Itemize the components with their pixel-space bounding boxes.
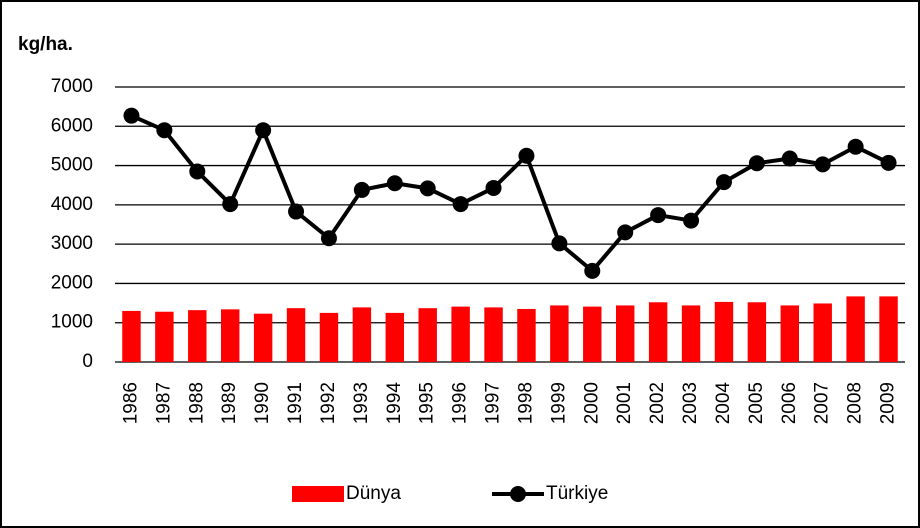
- marker: [584, 262, 601, 279]
- marker: [419, 180, 436, 197]
- marker: [189, 163, 206, 180]
- x-tick-label: 1990: [252, 382, 273, 424]
- y-tick-label: 4000: [51, 194, 93, 215]
- marker: [617, 224, 634, 241]
- y-tick-label: 0: [82, 351, 93, 372]
- marker: [650, 207, 667, 224]
- marker: [123, 107, 140, 124]
- marker: [320, 230, 337, 247]
- y-axis-label: kg/ha.: [18, 34, 73, 55]
- marker: [748, 155, 765, 172]
- marker: [880, 154, 897, 171]
- y-tick-label: 5000: [51, 155, 93, 176]
- marker: [353, 181, 370, 198]
- marker: [288, 203, 305, 220]
- marker: [847, 138, 864, 155]
- x-tick-label: 1997: [483, 382, 504, 424]
- marker: [683, 212, 700, 229]
- x-tick-label: 1999: [548, 382, 569, 424]
- bar: [188, 310, 207, 362]
- x-tick-label: 2004: [713, 382, 734, 425]
- x-tick-label: 1991: [285, 382, 306, 424]
- bar: [385, 312, 405, 362]
- x-tick-label: 2008: [845, 382, 866, 424]
- marker: [452, 196, 469, 213]
- bar: [846, 296, 865, 362]
- x-tick-label: 1996: [450, 382, 471, 424]
- x-tick-label: 1989: [219, 382, 240, 424]
- bar: [550, 305, 569, 362]
- marker: [715, 174, 732, 191]
- bar: [813, 303, 832, 362]
- x-tick-label: 1995: [417, 382, 438, 424]
- x-tick-label: 2000: [581, 382, 602, 424]
- bar: [253, 313, 273, 362]
- marker: [781, 150, 798, 167]
- bar: [122, 310, 141, 362]
- y-tick-label: 3000: [51, 233, 93, 254]
- marker: [255, 122, 272, 139]
- marker: [386, 175, 403, 192]
- x-tick-label: 1998: [515, 382, 536, 424]
- bar: [319, 312, 339, 362]
- x-tick-label: 2009: [878, 382, 899, 424]
- x-tick-label: 2003: [680, 382, 701, 424]
- x-tick-label: 1987: [153, 382, 174, 424]
- marker: [814, 156, 831, 173]
- marker: [222, 196, 239, 213]
- x-tick-label: 1986: [120, 382, 141, 424]
- legend-swatch: [292, 486, 344, 502]
- marker: [156, 122, 173, 139]
- y-tick-label: 1000: [51, 312, 93, 333]
- bar: [418, 308, 437, 362]
- bar: [714, 301, 734, 362]
- bar: [648, 302, 668, 362]
- bar: [286, 308, 306, 362]
- bar: [681, 305, 701, 362]
- bar: [747, 302, 767, 362]
- bar: [780, 305, 800, 362]
- x-tick-label: 2006: [779, 382, 800, 424]
- bar: [517, 308, 536, 362]
- legend-swatch: [510, 486, 526, 502]
- marker: [518, 147, 535, 164]
- marker: [551, 235, 568, 252]
- x-tick-label: 2001: [614, 382, 635, 424]
- x-tick-label: 1994: [384, 382, 405, 425]
- bar: [220, 309, 240, 362]
- x-tick-label: 2005: [746, 382, 767, 424]
- bar: [352, 307, 372, 362]
- legend-label: Türkiye: [546, 483, 608, 504]
- y-tick-label: 2000: [51, 272, 93, 293]
- x-tick-label: 1992: [318, 382, 339, 424]
- x-tick-label: 1993: [351, 382, 372, 424]
- bar: [583, 306, 602, 362]
- bar: [451, 306, 470, 362]
- bar: [155, 311, 174, 362]
- bar: [615, 305, 635, 362]
- legend-label: Dünya: [346, 483, 401, 504]
- x-tick-label: 2007: [812, 382, 833, 424]
- bar: [484, 307, 503, 362]
- y-tick-label: 6000: [51, 115, 93, 136]
- y-tick-label: 7000: [51, 76, 93, 97]
- x-tick-label: 1988: [186, 382, 207, 424]
- marker: [485, 179, 502, 196]
- x-tick-label: 2002: [647, 382, 668, 424]
- bar: [879, 296, 898, 362]
